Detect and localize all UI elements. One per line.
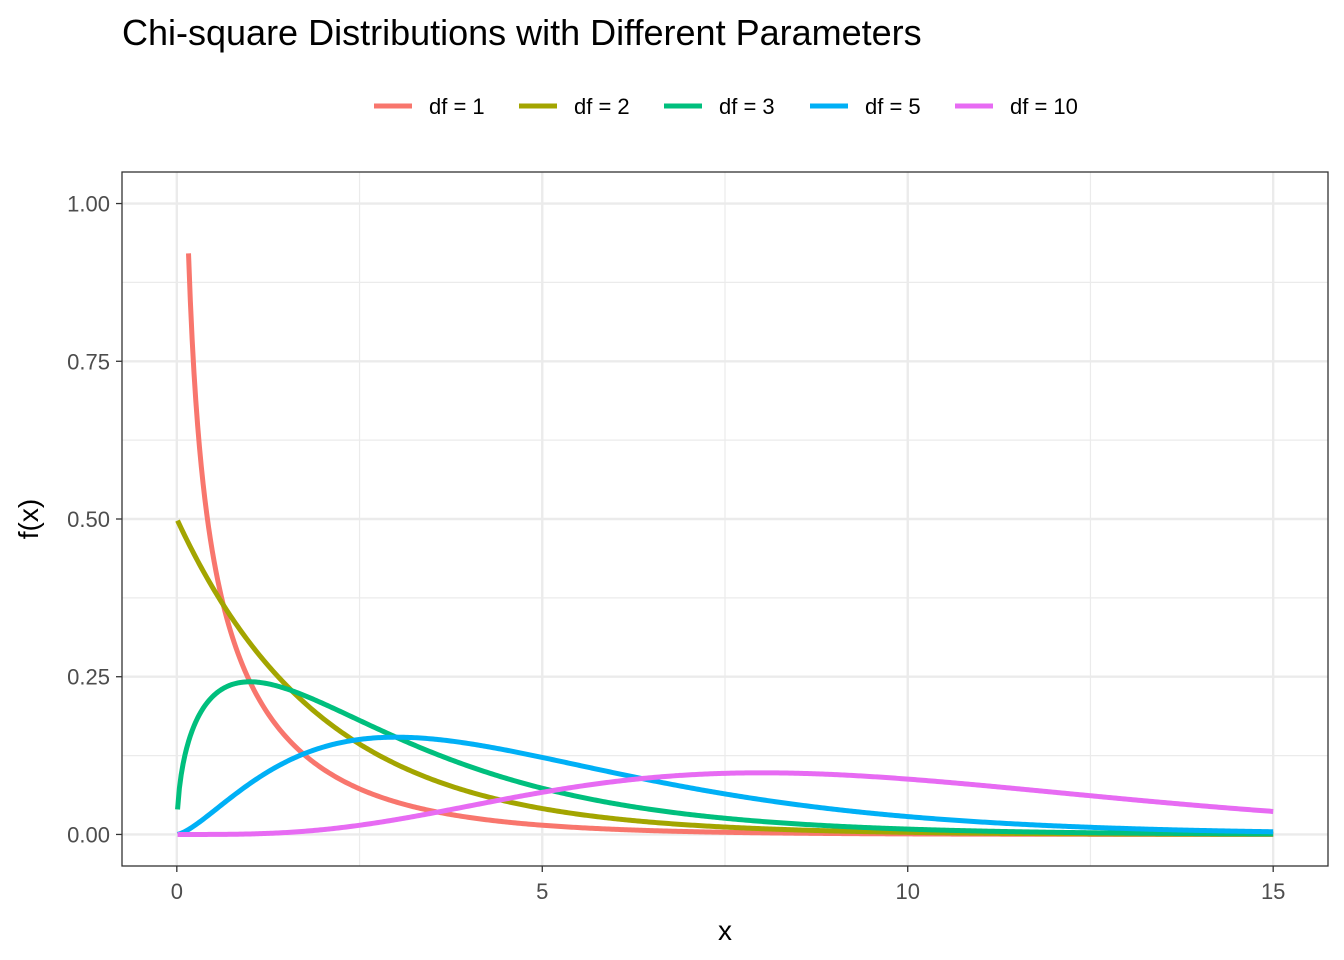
series-line-df-5 xyxy=(176,734,1274,837)
legend-label: df = 10 xyxy=(1010,94,1078,119)
y-tick-label: 0.75 xyxy=(67,349,110,374)
axes: 0 5 10 15 0.00 0.25 0.50 0.75 1.00 xyxy=(67,192,1285,904)
legend: df = 1 df = 2 df = 3 df = 5 df = 10 xyxy=(374,94,1078,119)
x-tick-label: 0 xyxy=(171,879,183,904)
y-tick-label: 0.50 xyxy=(67,507,110,532)
legend-label: df = 1 xyxy=(429,94,485,119)
grid xyxy=(122,172,1328,866)
chart-title: Chi-square Distributions with Different … xyxy=(122,12,922,53)
legend-label: df = 3 xyxy=(719,94,775,119)
legend-label: df = 2 xyxy=(574,94,630,119)
y-tick-label: 1.00 xyxy=(67,192,110,217)
y-tick-label: 0.25 xyxy=(67,665,110,690)
y-axis-title: f(x) xyxy=(13,499,44,539)
x-tick-label: 15 xyxy=(1261,879,1285,904)
series-line-df-10 xyxy=(176,770,1274,837)
legend-label: df = 5 xyxy=(865,94,921,119)
x-tick-label: 10 xyxy=(895,879,919,904)
series-line-df-3 xyxy=(175,679,1274,837)
x-axis-title: x xyxy=(718,915,732,946)
series-lines xyxy=(175,253,1274,837)
y-tick-label: 0.00 xyxy=(67,822,110,847)
x-tick-label: 5 xyxy=(536,879,548,904)
